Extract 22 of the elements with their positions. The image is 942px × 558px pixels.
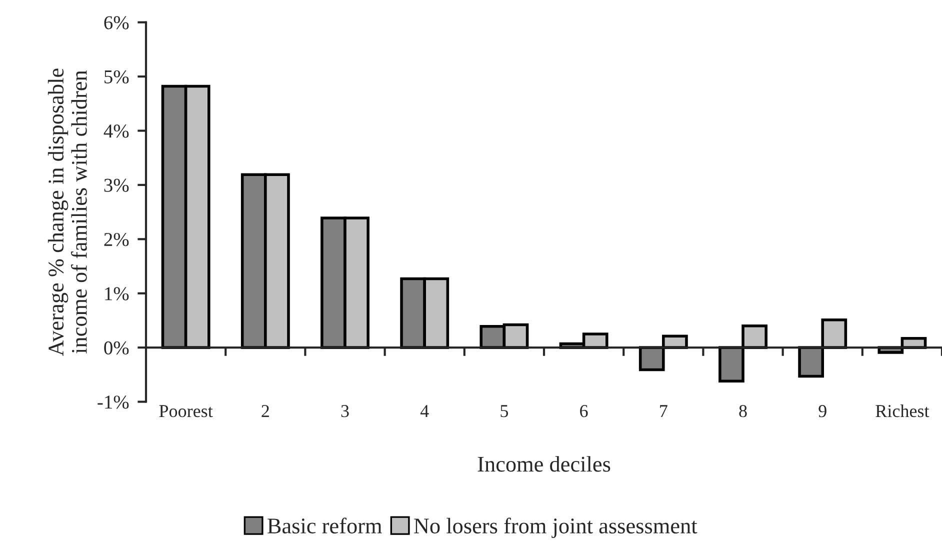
x-tick-label: 3 xyxy=(341,405,349,418)
y-tick-label: 6% xyxy=(104,16,129,30)
y-tick-label: 3% xyxy=(104,178,129,192)
x-tick-label: 2 xyxy=(262,405,269,417)
y-tick-label: 4% xyxy=(104,124,129,138)
x-tick-label: 8 xyxy=(739,404,747,418)
y-tick-label: 1% xyxy=(105,287,129,300)
legend-label: Basic reform xyxy=(268,518,382,534)
y-tick-label: 2% xyxy=(104,232,129,246)
x-tick-label: Poorest xyxy=(159,405,213,418)
y-tick-label: 5% xyxy=(104,70,129,84)
y-tick-label: -1% xyxy=(98,396,129,409)
y-tick-label: 0% xyxy=(104,341,129,355)
x-tick-label: 5 xyxy=(500,405,508,418)
legend-label: No losers from joint assessment xyxy=(414,518,698,538)
x-axis-title: Income deciles xyxy=(478,456,610,472)
x-tick-label: 4 xyxy=(420,405,429,417)
y-axis-title: Average % change in disposable income of families with chidren xyxy=(48,68,87,356)
x-tick-label: 9 xyxy=(818,405,826,418)
x-tick-label: Richest xyxy=(876,404,930,418)
x-tick-label: 6 xyxy=(580,405,588,418)
x-tick-label: 7 xyxy=(660,405,668,417)
